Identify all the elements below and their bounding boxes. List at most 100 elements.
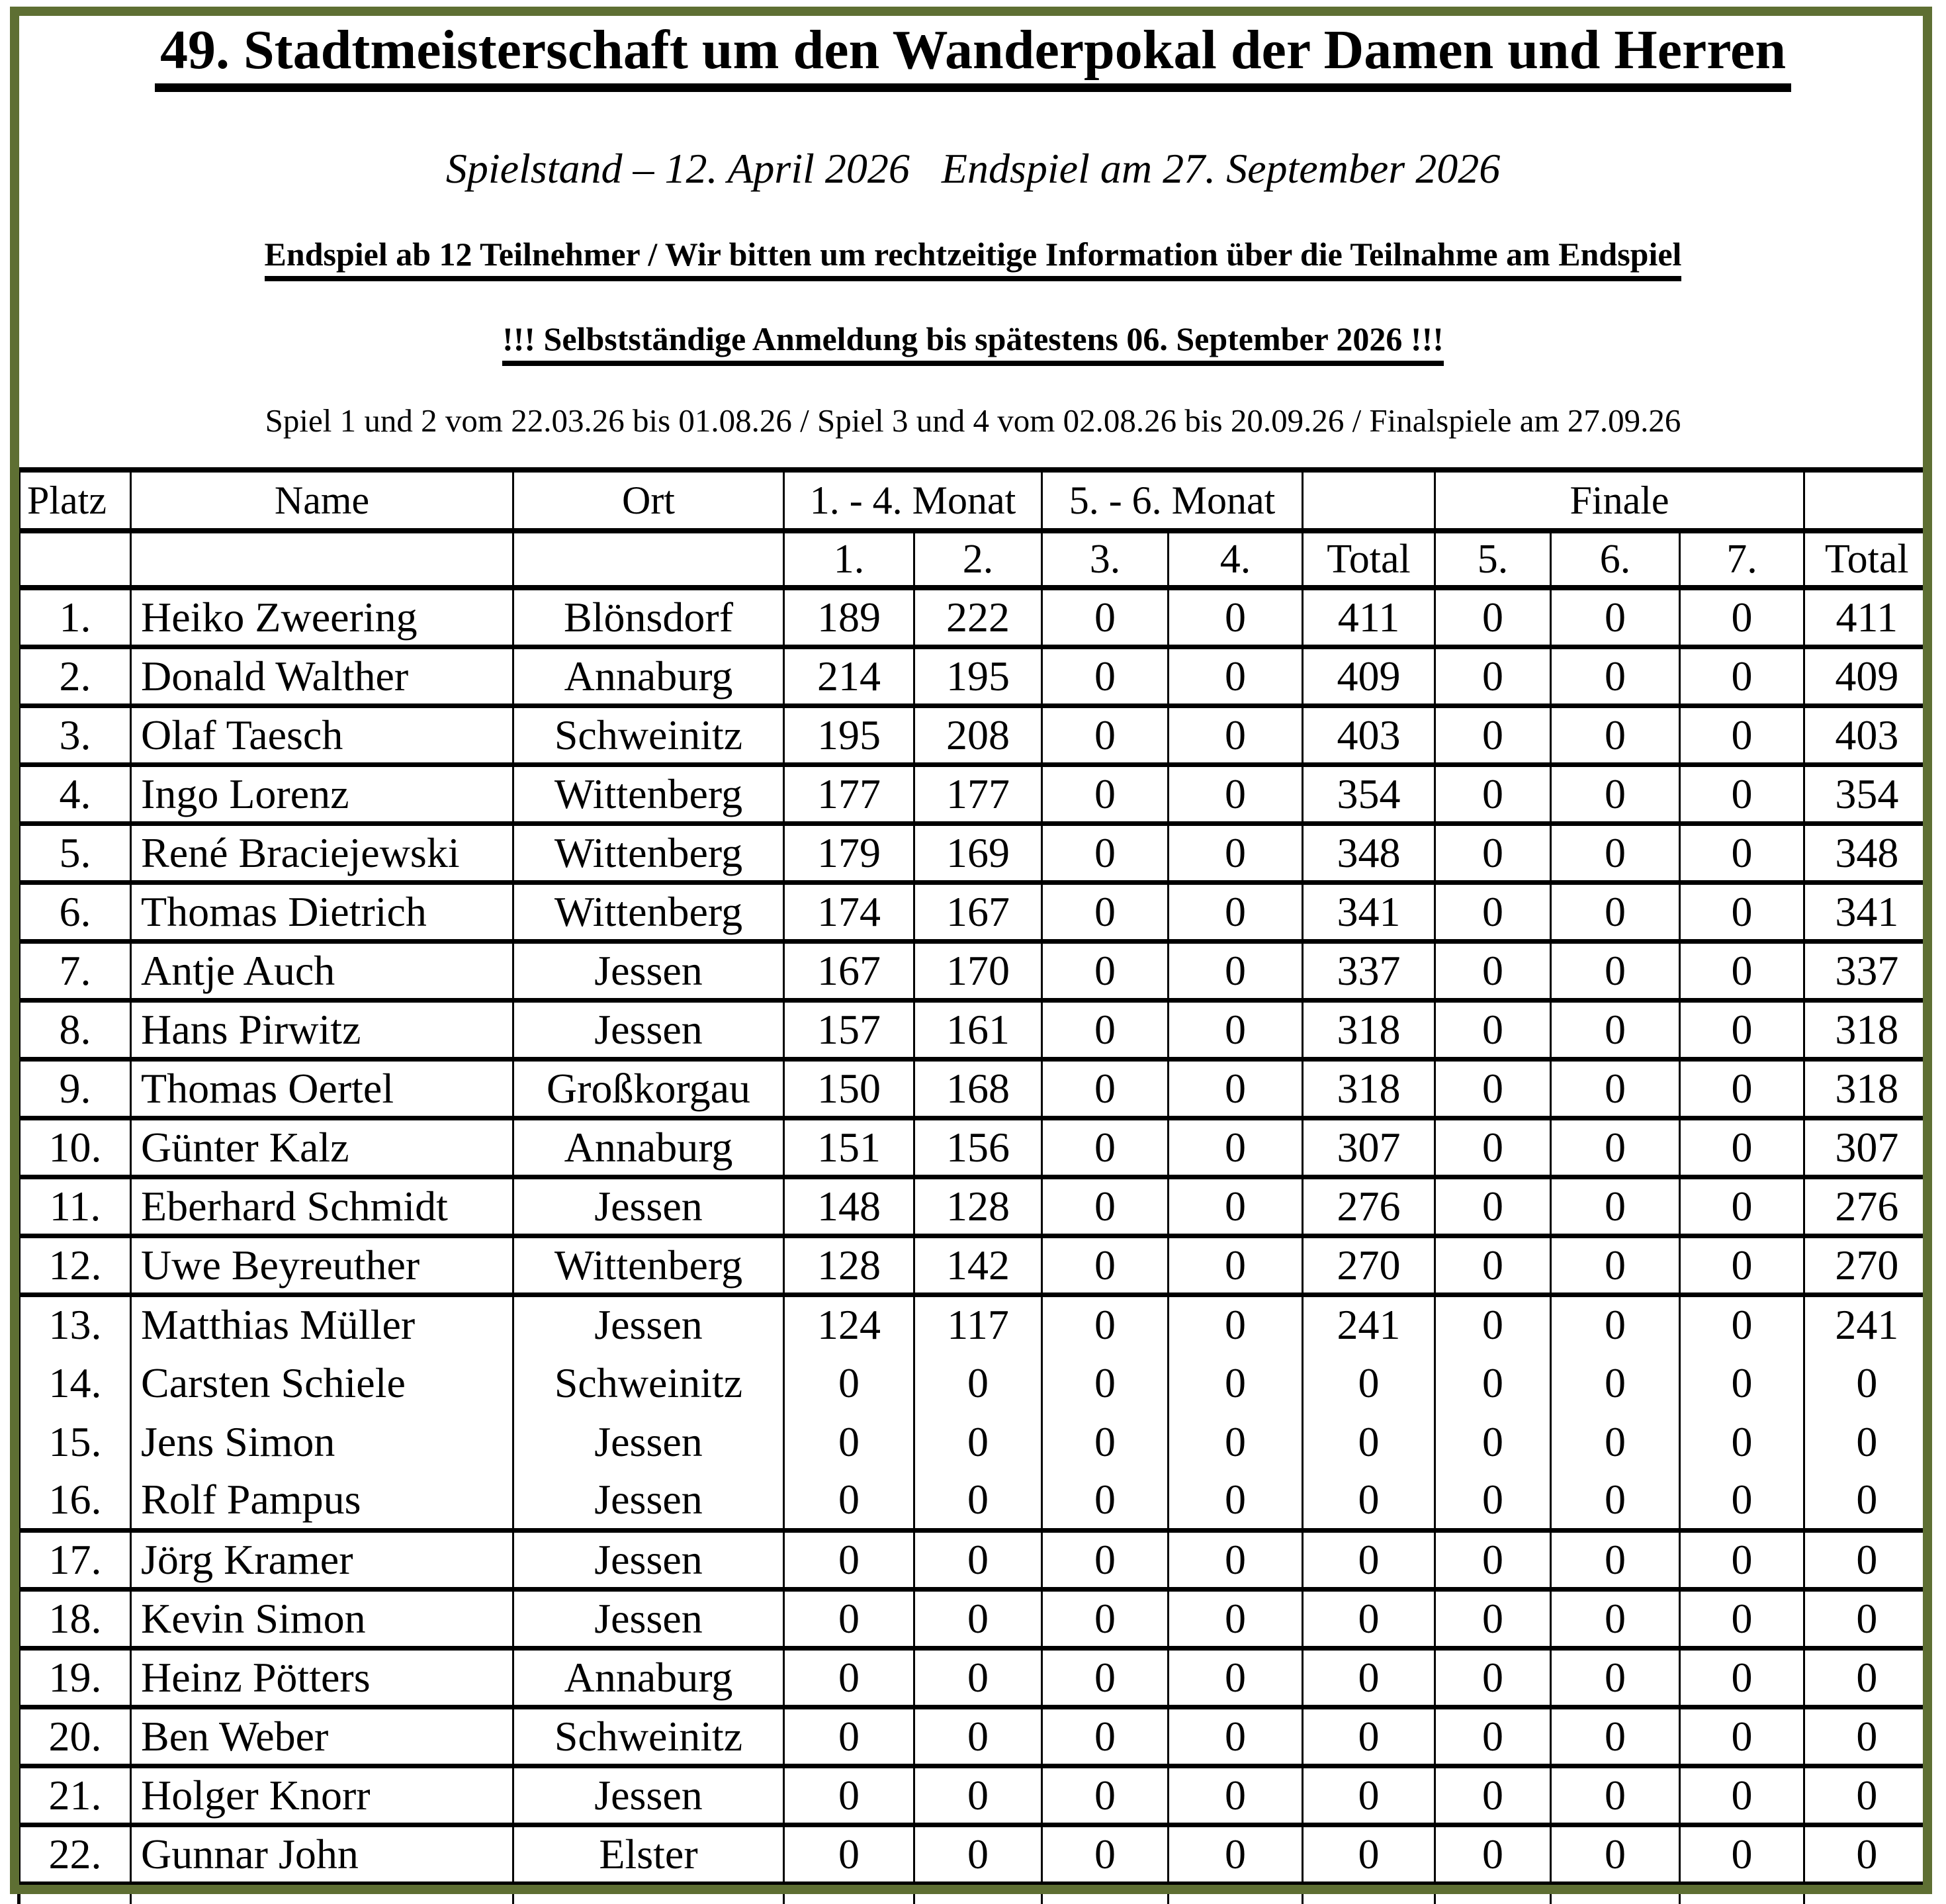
cell-spiel4: 0 xyxy=(1167,764,1303,826)
cell-name: Matthias Müller xyxy=(130,1294,513,1353)
cell-spiel2: 142 xyxy=(912,1236,1042,1297)
table-row: 19. Heinz Pötters Annaburg 0 0 0 0 0 0 0 0 0 xyxy=(19,1648,1929,1709)
cell-finale-total: 0 xyxy=(1803,1530,1929,1592)
cell-finale6: 0 xyxy=(1550,1000,1680,1062)
table-row: 2. Donald Walther Annaburg 214 195 0 0 409 0 0 0 40… xyxy=(19,647,1929,708)
cell-total: 0 xyxy=(1302,1530,1435,1592)
cell-finale-total: 0 xyxy=(1803,1471,1929,1533)
cell-spiel3: 0 xyxy=(1041,1530,1169,1592)
cell-finale7: 0 xyxy=(1679,1000,1804,1062)
cell-finale-total: 0 xyxy=(1803,1353,1929,1412)
cell-finale5: 0 xyxy=(1434,1353,1551,1412)
cell-spiel3: 0 xyxy=(1041,1766,1169,1827)
cell-platz: 18. xyxy=(19,1589,131,1651)
cell-ort: Annaburg xyxy=(512,647,784,708)
cell-finale-total: 354 xyxy=(1803,764,1929,826)
cell-finale5: 0 xyxy=(1434,1000,1551,1062)
header-empty-finale-total xyxy=(1803,470,1929,533)
cell-finale5: 0 xyxy=(1434,882,1551,944)
cell-finale7: 0 xyxy=(1679,647,1804,708)
cell-finale6: 0 xyxy=(1550,588,1680,649)
cell-finale-total: 0 xyxy=(1803,1825,1929,1886)
cell-finale-total: 348 xyxy=(1803,823,1929,885)
cell-spiel1: 167 xyxy=(783,941,914,1003)
cell-platz: 20. xyxy=(19,1707,131,1768)
cell-ort: Wittenberg xyxy=(512,823,784,885)
cell-name: Hans Pirwitz xyxy=(130,1000,513,1062)
header-col-finale-total: Total xyxy=(1803,531,1929,590)
header-ort: Ort xyxy=(512,470,784,533)
cell-spiel4: 0 xyxy=(1167,1353,1303,1412)
cell-platz: 12. xyxy=(19,1236,131,1297)
schedule-line: Spiel 1 und 2 vom 22.03.26 bis 01.08.26 … xyxy=(265,402,1681,439)
cell-ort: Großkorgau xyxy=(512,1059,784,1120)
cell-finale7: 0 xyxy=(1679,1177,1804,1238)
cell-spiel3: 0 xyxy=(1041,1353,1169,1412)
header-row-1: Platz Name Ort 1. - 4. Monat 5. - 6. Mon… xyxy=(19,470,1929,533)
cell-spiel4: 0 xyxy=(1167,1589,1303,1651)
cell-finale7: 0 xyxy=(1679,1412,1804,1471)
cell-finale7: 0 xyxy=(1679,1471,1804,1533)
notice-anmeldung-row: !!! Selbstständige Anmeldung bis spätest… xyxy=(0,322,1946,366)
cell-spiel3: 0 xyxy=(1041,882,1169,944)
cell-spiel4: 0 xyxy=(1167,705,1303,767)
cell-spiel1: 148 xyxy=(783,1177,914,1238)
cell-empty xyxy=(512,1883,784,1904)
cell-total: 0 xyxy=(1302,1353,1435,1412)
table-row-partial xyxy=(19,1883,1929,1904)
cell-spiel3: 0 xyxy=(1041,1294,1169,1353)
cell-ort: Schweinitz xyxy=(512,705,784,767)
cell-name: Jens Simon xyxy=(130,1412,513,1471)
cell-finale-total: 318 xyxy=(1803,1059,1929,1120)
header-monat-1-4: 1. - 4. Monat xyxy=(782,470,1042,533)
cell-name: Rolf Pampus xyxy=(130,1471,513,1533)
cell-spiel4: 0 xyxy=(1167,1236,1303,1297)
cell-finale-total: 337 xyxy=(1803,941,1929,1003)
cell-finale6: 0 xyxy=(1550,647,1680,708)
cell-spiel2: 0 xyxy=(912,1353,1042,1412)
cell-name: Holger Knorr xyxy=(130,1766,513,1827)
cell-finale5: 0 xyxy=(1434,1294,1551,1353)
cell-spiel1: 177 xyxy=(783,764,914,826)
cell-ort: Jessen xyxy=(512,1471,784,1533)
cell-finale6: 0 xyxy=(1550,1236,1680,1297)
header-col-platz xyxy=(19,531,131,590)
table-row: 12. Uwe Beyreuther Wittenberg 128 142 0 0 270 0 0… xyxy=(19,1236,1929,1297)
cell-finale6: 0 xyxy=(1550,1177,1680,1238)
cell-spiel1: 0 xyxy=(783,1471,914,1533)
table-row: 5. René Braciejewski Wittenberg 179 169 0 0 348… xyxy=(19,823,1929,885)
cell-total: 341 xyxy=(1302,882,1435,944)
cell-total: 307 xyxy=(1302,1118,1435,1179)
cell-spiel3: 0 xyxy=(1041,823,1169,885)
cell-platz: 15. xyxy=(48,1418,102,1465)
subtitle-spielstand: Spielstand – 12. April 2026 Endspiel am … xyxy=(445,145,1501,192)
results-table: Platz Name Ort 1. - 4. Monat 5. - 6. Mon… xyxy=(17,467,1929,1904)
cell-name: Olaf Taesch xyxy=(130,705,513,767)
cell-ort: Jessen xyxy=(512,941,784,1003)
cell-finale-total: 276 xyxy=(1803,1177,1929,1238)
cell-ort: Blönsdorf xyxy=(512,588,784,649)
cell-total: 0 xyxy=(1302,1412,1435,1471)
cell-finale-total: 0 xyxy=(1803,1412,1929,1471)
cell-finale7: 0 xyxy=(1679,1294,1804,1353)
cell-finale-total: 0 xyxy=(1803,1766,1929,1827)
cell-empty xyxy=(912,1883,1042,1904)
notice-endspiel: Endspiel ab 12 Teilnehmer / Wir bitten u… xyxy=(264,238,1682,281)
cell-spiel2: 0 xyxy=(912,1825,1042,1886)
header-name: Name xyxy=(130,470,513,533)
cell-spiel2: 0 xyxy=(912,1589,1042,1651)
cell-name: Kevin Simon xyxy=(130,1589,513,1651)
cell-finale6: 0 xyxy=(1550,1648,1680,1709)
cell-spiel2: 0 xyxy=(912,1530,1042,1592)
cell-finale6: 0 xyxy=(1550,1589,1680,1651)
cell-spiel4: 0 xyxy=(1167,1412,1303,1471)
cell-platz: 5. xyxy=(19,823,131,885)
cell-ort: Jessen xyxy=(512,1294,784,1353)
cell-finale6: 0 xyxy=(1550,1825,1680,1886)
cell-ort: Wittenberg xyxy=(512,764,784,826)
header-col-spiel1: 1. xyxy=(783,531,914,590)
cell-platz: 3. xyxy=(19,705,131,767)
cell-total: 348 xyxy=(1302,823,1435,885)
header-empty-total xyxy=(1302,470,1435,533)
